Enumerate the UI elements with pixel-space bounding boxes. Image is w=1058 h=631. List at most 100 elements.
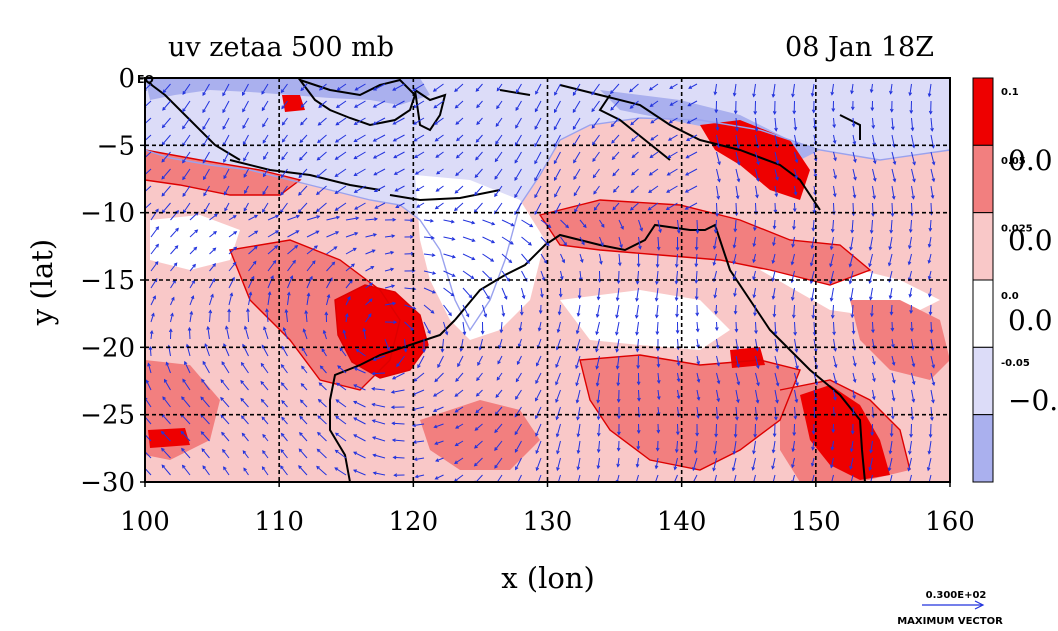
x-tick-label: 100 (120, 507, 170, 537)
wind-vector (871, 202, 875, 217)
wind-vector (911, 372, 916, 386)
x-tick-label: 140 (657, 507, 707, 537)
wind-vector (202, 83, 210, 97)
wind-vector (535, 372, 542, 385)
wind-vector (636, 355, 641, 370)
wind-vector (352, 469, 366, 476)
wind-vector (560, 236, 567, 247)
wind-vector (499, 321, 504, 334)
wind-vector (657, 219, 662, 234)
wind-vector (685, 151, 698, 159)
wind-vector (629, 100, 639, 109)
wind-vector (849, 287, 854, 302)
wind-vector (927, 253, 932, 264)
wind-vector (262, 450, 269, 459)
wind-vector (576, 457, 581, 471)
wind-vector (261, 466, 269, 476)
wind-vector (170, 227, 179, 238)
wind-vector (733, 219, 738, 233)
wind-vector (716, 355, 721, 367)
wind-vector (306, 260, 316, 272)
wind-vector (656, 389, 661, 401)
wind-vector (753, 219, 757, 232)
wind-vector (335, 100, 347, 109)
wind-vector (755, 151, 760, 166)
wind-vector (674, 287, 679, 302)
wind-vector (611, 134, 620, 144)
wind-vector (870, 304, 874, 318)
y-tick-label: −30 (80, 468, 135, 498)
wind-vector (572, 83, 581, 96)
wind-vector (243, 202, 249, 212)
wind-vector (222, 100, 230, 114)
wind-vector (189, 229, 199, 238)
wind-vector (317, 431, 327, 442)
wind-vector (180, 430, 191, 442)
wind-vector (413, 457, 425, 462)
wind-vector (475, 406, 483, 414)
wind-vector (696, 355, 701, 366)
wind-vector (365, 298, 373, 306)
wind-vector (833, 151, 837, 162)
wind-vector (371, 419, 386, 425)
wind-vector (712, 253, 717, 267)
wind-vector (160, 430, 171, 442)
wind-vector (575, 389, 581, 404)
wind-vector (455, 372, 464, 382)
wind-vector (650, 134, 659, 141)
wind-vector (298, 168, 308, 179)
wind-vector (413, 134, 425, 142)
wind-vector (261, 83, 269, 95)
wind-vector (318, 100, 327, 109)
wind-vector (713, 219, 718, 234)
wind-vector (851, 321, 856, 335)
wind-vector (833, 355, 838, 369)
wind-vector (868, 236, 873, 251)
wind-vector (297, 202, 308, 214)
wind-vector (443, 287, 455, 297)
wind-vector (496, 372, 503, 381)
wind-vector (927, 236, 932, 248)
wind-vector (462, 253, 476, 261)
wind-vector (201, 378, 210, 391)
wind-vector (852, 134, 857, 146)
wind-vector (267, 245, 279, 255)
wind-vector (474, 440, 483, 449)
wind-vector (280, 185, 288, 196)
wind-vector (476, 117, 483, 126)
wind-vector (654, 287, 659, 302)
wind-vector (771, 270, 776, 282)
wind-vector (299, 134, 308, 144)
wind-vector (771, 253, 776, 265)
wind-vector (248, 291, 253, 306)
wind-vector (928, 304, 933, 316)
wind-vector (384, 217, 397, 222)
wind-vector (852, 389, 856, 400)
wind-vector (650, 117, 659, 124)
wind-vector (475, 83, 483, 92)
wind-vector (302, 328, 308, 340)
wind-vector (365, 249, 376, 255)
wind-vector (423, 218, 434, 223)
wind-vector (287, 259, 296, 272)
wind-vector (694, 287, 699, 301)
wind-vector (454, 389, 464, 397)
colorbar-segment (972, 144, 994, 214)
wind-vector (616, 440, 621, 452)
wind-vector (574, 202, 581, 213)
wind-vector (521, 219, 534, 228)
wind-vector (655, 321, 660, 336)
wind-vector (322, 329, 327, 340)
wind-vector (553, 117, 561, 131)
wind-vector (793, 117, 798, 131)
wind-vector (648, 83, 659, 91)
wind-vector (189, 295, 195, 306)
wind-vector (871, 389, 876, 401)
wind-vector (200, 431, 210, 442)
wind-vector (353, 400, 366, 408)
wind-vector (773, 321, 778, 336)
wind-vector (712, 457, 717, 472)
wind-vector (298, 185, 308, 196)
wind-vector (145, 151, 152, 159)
